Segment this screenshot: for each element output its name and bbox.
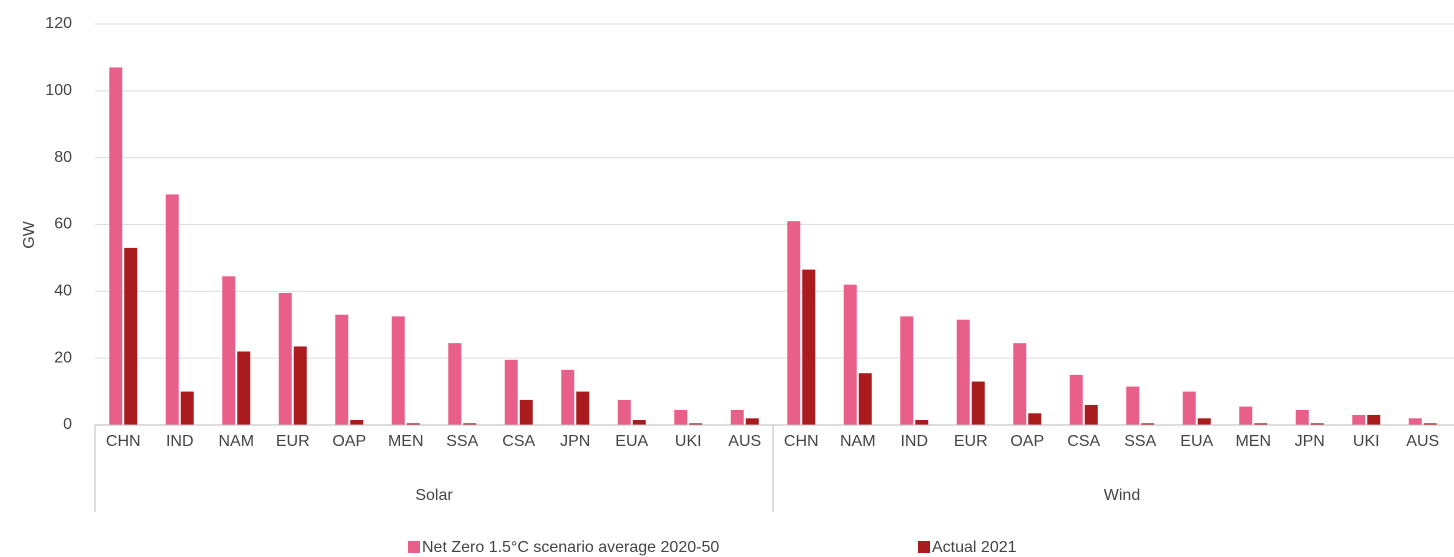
bar: [561, 369, 575, 425]
bar: [1126, 386, 1140, 425]
y-tick-label: 120: [45, 15, 72, 32]
bar: [730, 409, 744, 425]
bar: [802, 269, 816, 425]
x-tick-label: SSA: [1124, 433, 1156, 450]
bar: [350, 419, 364, 425]
bar: [674, 409, 688, 425]
bar: [1239, 406, 1253, 425]
bar: [1408, 418, 1422, 425]
x-tick-label: IND: [900, 433, 928, 450]
bar: [109, 67, 123, 426]
y-tick-label: 20: [54, 349, 72, 366]
x-tick-label: JPN: [1295, 433, 1325, 450]
x-tick-label: NAM: [218, 433, 254, 450]
x-tick-label: EUA: [1180, 433, 1213, 450]
y-axis-label: GW: [21, 220, 38, 248]
bar: [617, 399, 631, 425]
bar: [900, 316, 914, 425]
bar: [448, 343, 462, 425]
x-tick-label: OAP: [1010, 433, 1044, 450]
x-tick-label: JPN: [560, 433, 590, 450]
bar: [1423, 423, 1437, 425]
y-tick-label: 100: [45, 82, 72, 99]
bar: [1069, 374, 1083, 425]
x-tick-label: UKI: [1353, 433, 1380, 450]
group-label: Wind: [1104, 487, 1140, 504]
bar: [222, 276, 236, 425]
bar: [165, 194, 179, 425]
bar: [1182, 391, 1196, 425]
bar: [1352, 414, 1366, 425]
x-tick-label: OAP: [332, 433, 366, 450]
x-tick-label: IND: [166, 433, 194, 450]
bar: [1141, 423, 1155, 425]
y-tick-label: 60: [54, 216, 72, 233]
bar: [504, 359, 518, 425]
x-tick-label: CSA: [502, 433, 535, 450]
bar: [124, 247, 138, 425]
bar: [237, 351, 251, 425]
x-tick-label: CHN: [106, 433, 141, 450]
bar: [915, 419, 929, 425]
bar: [689, 423, 703, 425]
legend-swatch: [918, 541, 930, 553]
bar: [293, 346, 307, 425]
bar: [956, 319, 970, 425]
x-tick-label: UKI: [675, 433, 702, 450]
group-label: Solar: [415, 487, 453, 504]
bar: [1254, 423, 1268, 425]
bar: [858, 373, 872, 425]
bar: [335, 314, 349, 425]
legend-swatch: [408, 541, 420, 553]
y-tick-label: 40: [54, 283, 72, 300]
bar: [1310, 423, 1324, 425]
x-tick-label: NAM: [840, 433, 876, 450]
legend-label: Net Zero 1.5°C scenario average 2020-50: [422, 539, 719, 556]
legend-label: Actual 2021: [932, 539, 1017, 556]
x-tick-label: SSA: [446, 433, 478, 450]
x-tick-label: EUA: [615, 433, 648, 450]
bar: [1084, 404, 1098, 425]
bar: [843, 284, 857, 425]
x-tick-label: AUS: [728, 433, 761, 450]
bar: [278, 293, 292, 425]
x-tick-label: AUS: [1406, 433, 1439, 450]
bar: [180, 391, 194, 425]
y-tick-label: 80: [54, 149, 72, 166]
bar: [519, 399, 533, 425]
x-tick-label: EUR: [954, 433, 988, 450]
x-tick-label: MEN: [388, 433, 424, 450]
bar: [787, 221, 801, 425]
bar: [632, 419, 646, 425]
y-tick-label: 0: [63, 416, 72, 433]
bar: [1028, 413, 1042, 425]
x-tick-label: CSA: [1067, 433, 1100, 450]
bar: [1367, 414, 1381, 425]
bar: [391, 316, 405, 425]
bar: [971, 381, 985, 425]
x-tick-label: CHN: [784, 433, 819, 450]
bar: [576, 391, 590, 425]
bar: [463, 423, 477, 425]
bar: [1197, 418, 1211, 425]
bar: [1013, 343, 1027, 425]
bar: [745, 418, 759, 425]
bar: [1295, 409, 1309, 425]
x-tick-label: EUR: [276, 433, 310, 450]
x-tick-label: MEN: [1235, 433, 1271, 450]
bar: [406, 423, 420, 425]
